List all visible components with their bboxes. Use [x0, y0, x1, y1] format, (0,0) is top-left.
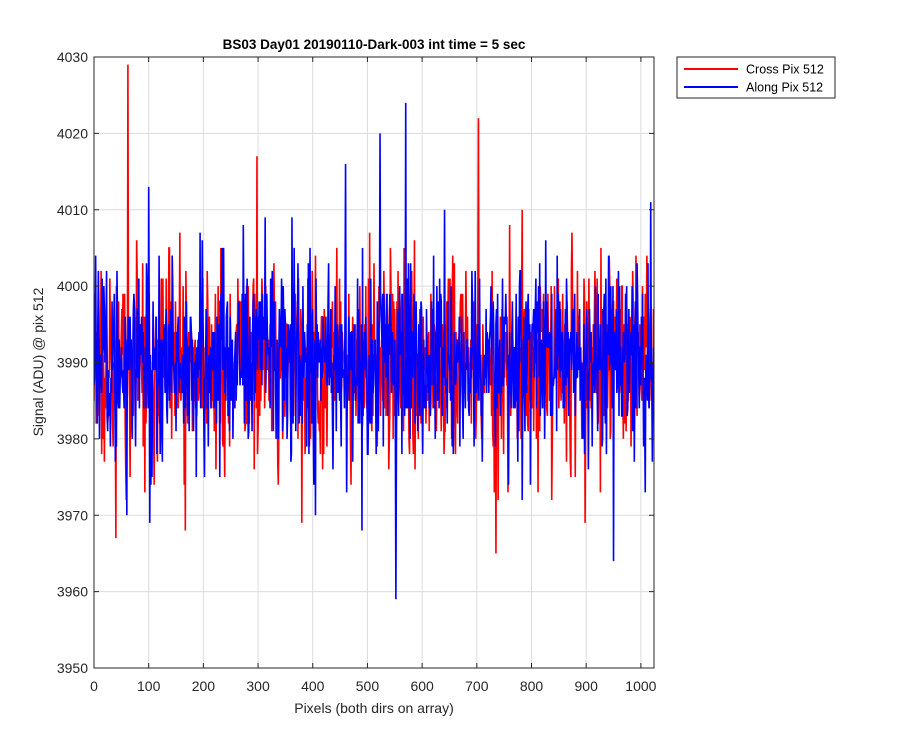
y-tick-label: 3950 [57, 660, 88, 676]
x-tick-label: 700 [465, 678, 489, 694]
x-axis-label: Pixels (both dirs on array) [294, 700, 454, 716]
x-tick-labels: 0 100 200 300 400 500 600 700 800 900 1000 [90, 678, 657, 694]
legend-label-along: Along Pix 512 [746, 81, 823, 95]
legend-label-cross: Cross Pix 512 [746, 63, 824, 77]
x-tick-label: 300 [246, 678, 270, 694]
y-tick-label: 3990 [57, 355, 88, 371]
y-tick-label: 3960 [57, 584, 88, 600]
y-tick-label: 3980 [57, 431, 88, 447]
x-tick-label: 400 [301, 678, 325, 694]
y-axis-label: Signal (ADU) @ pix 512 [30, 287, 46, 436]
x-tick-label: 800 [520, 678, 544, 694]
x-tick-label: 600 [410, 678, 434, 694]
chart-title: BS03 Day01 20190110-Dark-003 int time = … [223, 37, 526, 52]
y-tick-label: 4020 [57, 125, 88, 141]
x-tick-label: 1000 [625, 678, 656, 694]
x-tick-label: 200 [192, 678, 216, 694]
y-tick-label: 4000 [57, 278, 88, 294]
x-tick-label: 100 [137, 678, 161, 694]
y-tick-label: 4030 [57, 49, 88, 65]
ticks [93, 56, 654, 669]
x-tick-label: 500 [356, 678, 380, 694]
x-tick-label: 900 [575, 678, 599, 694]
x-tick-label: 0 [90, 678, 98, 694]
plot-area [94, 64, 654, 600]
y-tick-label: 3970 [57, 507, 88, 523]
series-line-along-pix-512 [94, 102, 654, 600]
legend: Cross Pix 512 Along Pix 512 [676, 56, 836, 99]
legend-box [676, 56, 836, 99]
y-tick-labels: 3950 3960 3970 3980 3990 4000 4010 4020 4030 [57, 49, 88, 676]
y-tick-label: 4010 [57, 202, 88, 218]
